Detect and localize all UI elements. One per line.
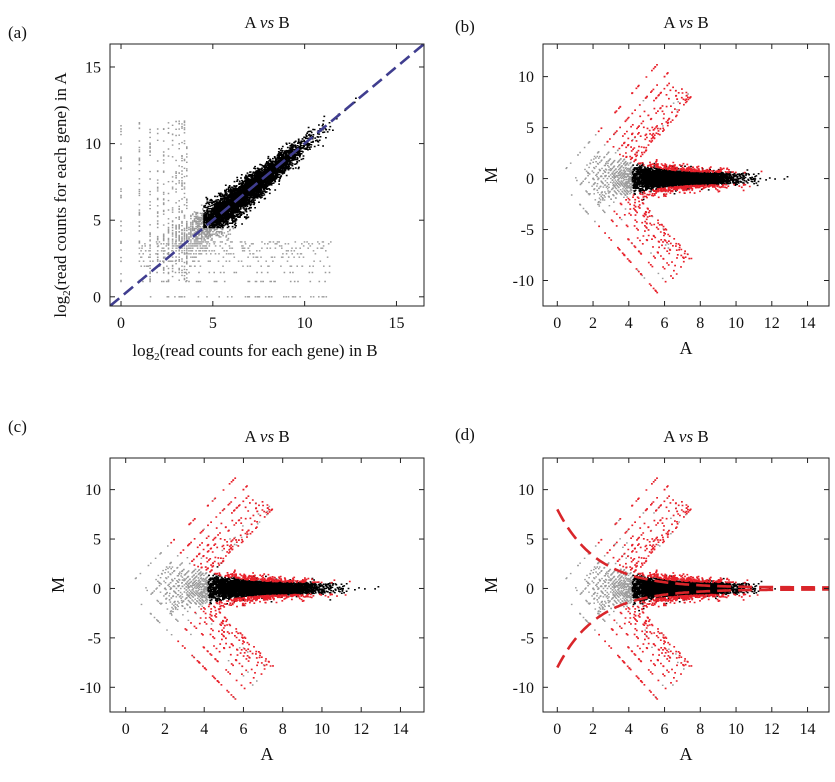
x-tick-label: 0	[122, 721, 130, 738]
x-tick-label: 4	[200, 721, 208, 738]
x-tick-label: 8	[696, 315, 704, 332]
y-tick-label: 0	[526, 581, 534, 598]
x-tick-label: 2	[589, 721, 597, 738]
y-axis-label: M	[481, 167, 501, 183]
x-tick-label: 8	[696, 721, 704, 738]
y-tick-label: -10	[513, 680, 534, 697]
x-tick-label: 14	[800, 315, 816, 332]
x-tick-label: 0	[117, 315, 125, 332]
chart-title: A vs B	[663, 13, 708, 32]
x-tick-label: 2	[161, 721, 169, 738]
threshold-curve-lower	[556, 588, 829, 669]
x-tick-label: 10	[297, 315, 313, 332]
x-tick-label: 0	[553, 315, 561, 332]
x-tick-label: 6	[661, 315, 669, 332]
scatter-points	[556, 477, 829, 700]
points-significant	[170, 477, 351, 700]
x-tick-label: 6	[239, 721, 247, 738]
panel-2: (c) A vs B 0 2 4 6 8 10 12 14 -10 -5 0 5 10 A M	[8, 417, 425, 764]
chart-title: A vs B	[244, 427, 289, 446]
plot-frame	[109, 43, 425, 307]
threshold-curve-upper	[556, 508, 829, 589]
panel-0: (a) A vs B 0 5 10 15 0 5 10 15 log2(read counts fo…	[8, 13, 425, 363]
y-tick-label: -10	[80, 680, 101, 697]
x-tick-label: 6	[661, 721, 669, 738]
y-tick-label: 0	[93, 581, 101, 598]
y-axis-label: M	[48, 577, 68, 593]
scatter-points	[110, 44, 424, 306]
y-tick-label: 15	[85, 59, 101, 76]
x-tick-label: 4	[625, 721, 633, 738]
panel-label: (b)	[455, 17, 475, 36]
panel-label: (d)	[455, 425, 475, 444]
x-tick-label: 10	[728, 315, 744, 332]
panel-label: (c)	[8, 417, 27, 436]
y-tick-label: 5	[526, 120, 534, 137]
points-sparse	[565, 479, 691, 698]
y-tick-label: 0	[93, 289, 101, 306]
x-axis-label: A	[680, 744, 693, 764]
chart-title: A vs B	[663, 427, 708, 446]
points-sparse	[565, 89, 689, 280]
panel-3: (d) A vs B 0 2 4 6 8 10 12 14 -10 -5 0 5 10 A M	[455, 425, 830, 764]
y-tick-label: -10	[513, 273, 534, 290]
y-tick-label: -5	[88, 630, 101, 647]
y-tick-label: 10	[518, 69, 534, 86]
points-dense	[207, 562, 380, 607]
panel-label: (a)	[8, 23, 27, 42]
panel-1: (b) A vs B 0 2 4 6 8 10 12 14 -10 -5 0 5 10 A M	[455, 13, 830, 358]
x-tick-label: 5	[209, 315, 217, 332]
points-sparse	[134, 498, 271, 699]
x-tick-label: 8	[279, 721, 287, 738]
x-tick-label: 15	[388, 315, 404, 332]
points-significant	[597, 64, 763, 294]
y-axis-label: M	[481, 577, 501, 593]
scatter-points	[565, 64, 789, 294]
x-tick-label: 12	[764, 315, 780, 332]
y-tick-label: 10	[518, 482, 534, 499]
points-dense	[631, 151, 789, 201]
x-tick-label: 10	[314, 721, 330, 738]
x-axis-label: A	[680, 338, 693, 358]
y-tick-label: 0	[526, 171, 534, 188]
x-tick-label: 10	[728, 721, 744, 738]
y-tick-label: -5	[521, 222, 534, 239]
plot-frame	[542, 43, 830, 307]
y-tick-label: 5	[93, 532, 101, 549]
y-tick-label: 10	[85, 136, 101, 153]
identity-line	[110, 44, 424, 306]
plot-frame	[542, 457, 830, 713]
x-tick-label: 12	[764, 721, 780, 738]
y-axis-label: log2(read counts for each gene) in A	[51, 72, 73, 318]
x-tick-label: 0	[553, 721, 561, 738]
y-tick-label: -5	[521, 630, 534, 647]
plot-frame	[109, 457, 425, 713]
x-tick-label: 2	[589, 315, 597, 332]
chart-title: A vs B	[244, 13, 289, 32]
y-tick-label: 5	[526, 532, 534, 549]
x-tick-label: 14	[800, 721, 816, 738]
x-axis-label: log2(read counts for each gene) in B	[132, 341, 377, 363]
scatter-points	[134, 477, 380, 700]
x-tick-label: 14	[392, 721, 408, 738]
y-tick-label: 10	[85, 482, 101, 499]
x-axis-label: A	[261, 744, 274, 764]
x-tick-label: 4	[625, 315, 633, 332]
points-significant	[597, 477, 759, 700]
x-tick-label: 12	[353, 721, 369, 738]
y-tick-label: 5	[93, 213, 101, 230]
